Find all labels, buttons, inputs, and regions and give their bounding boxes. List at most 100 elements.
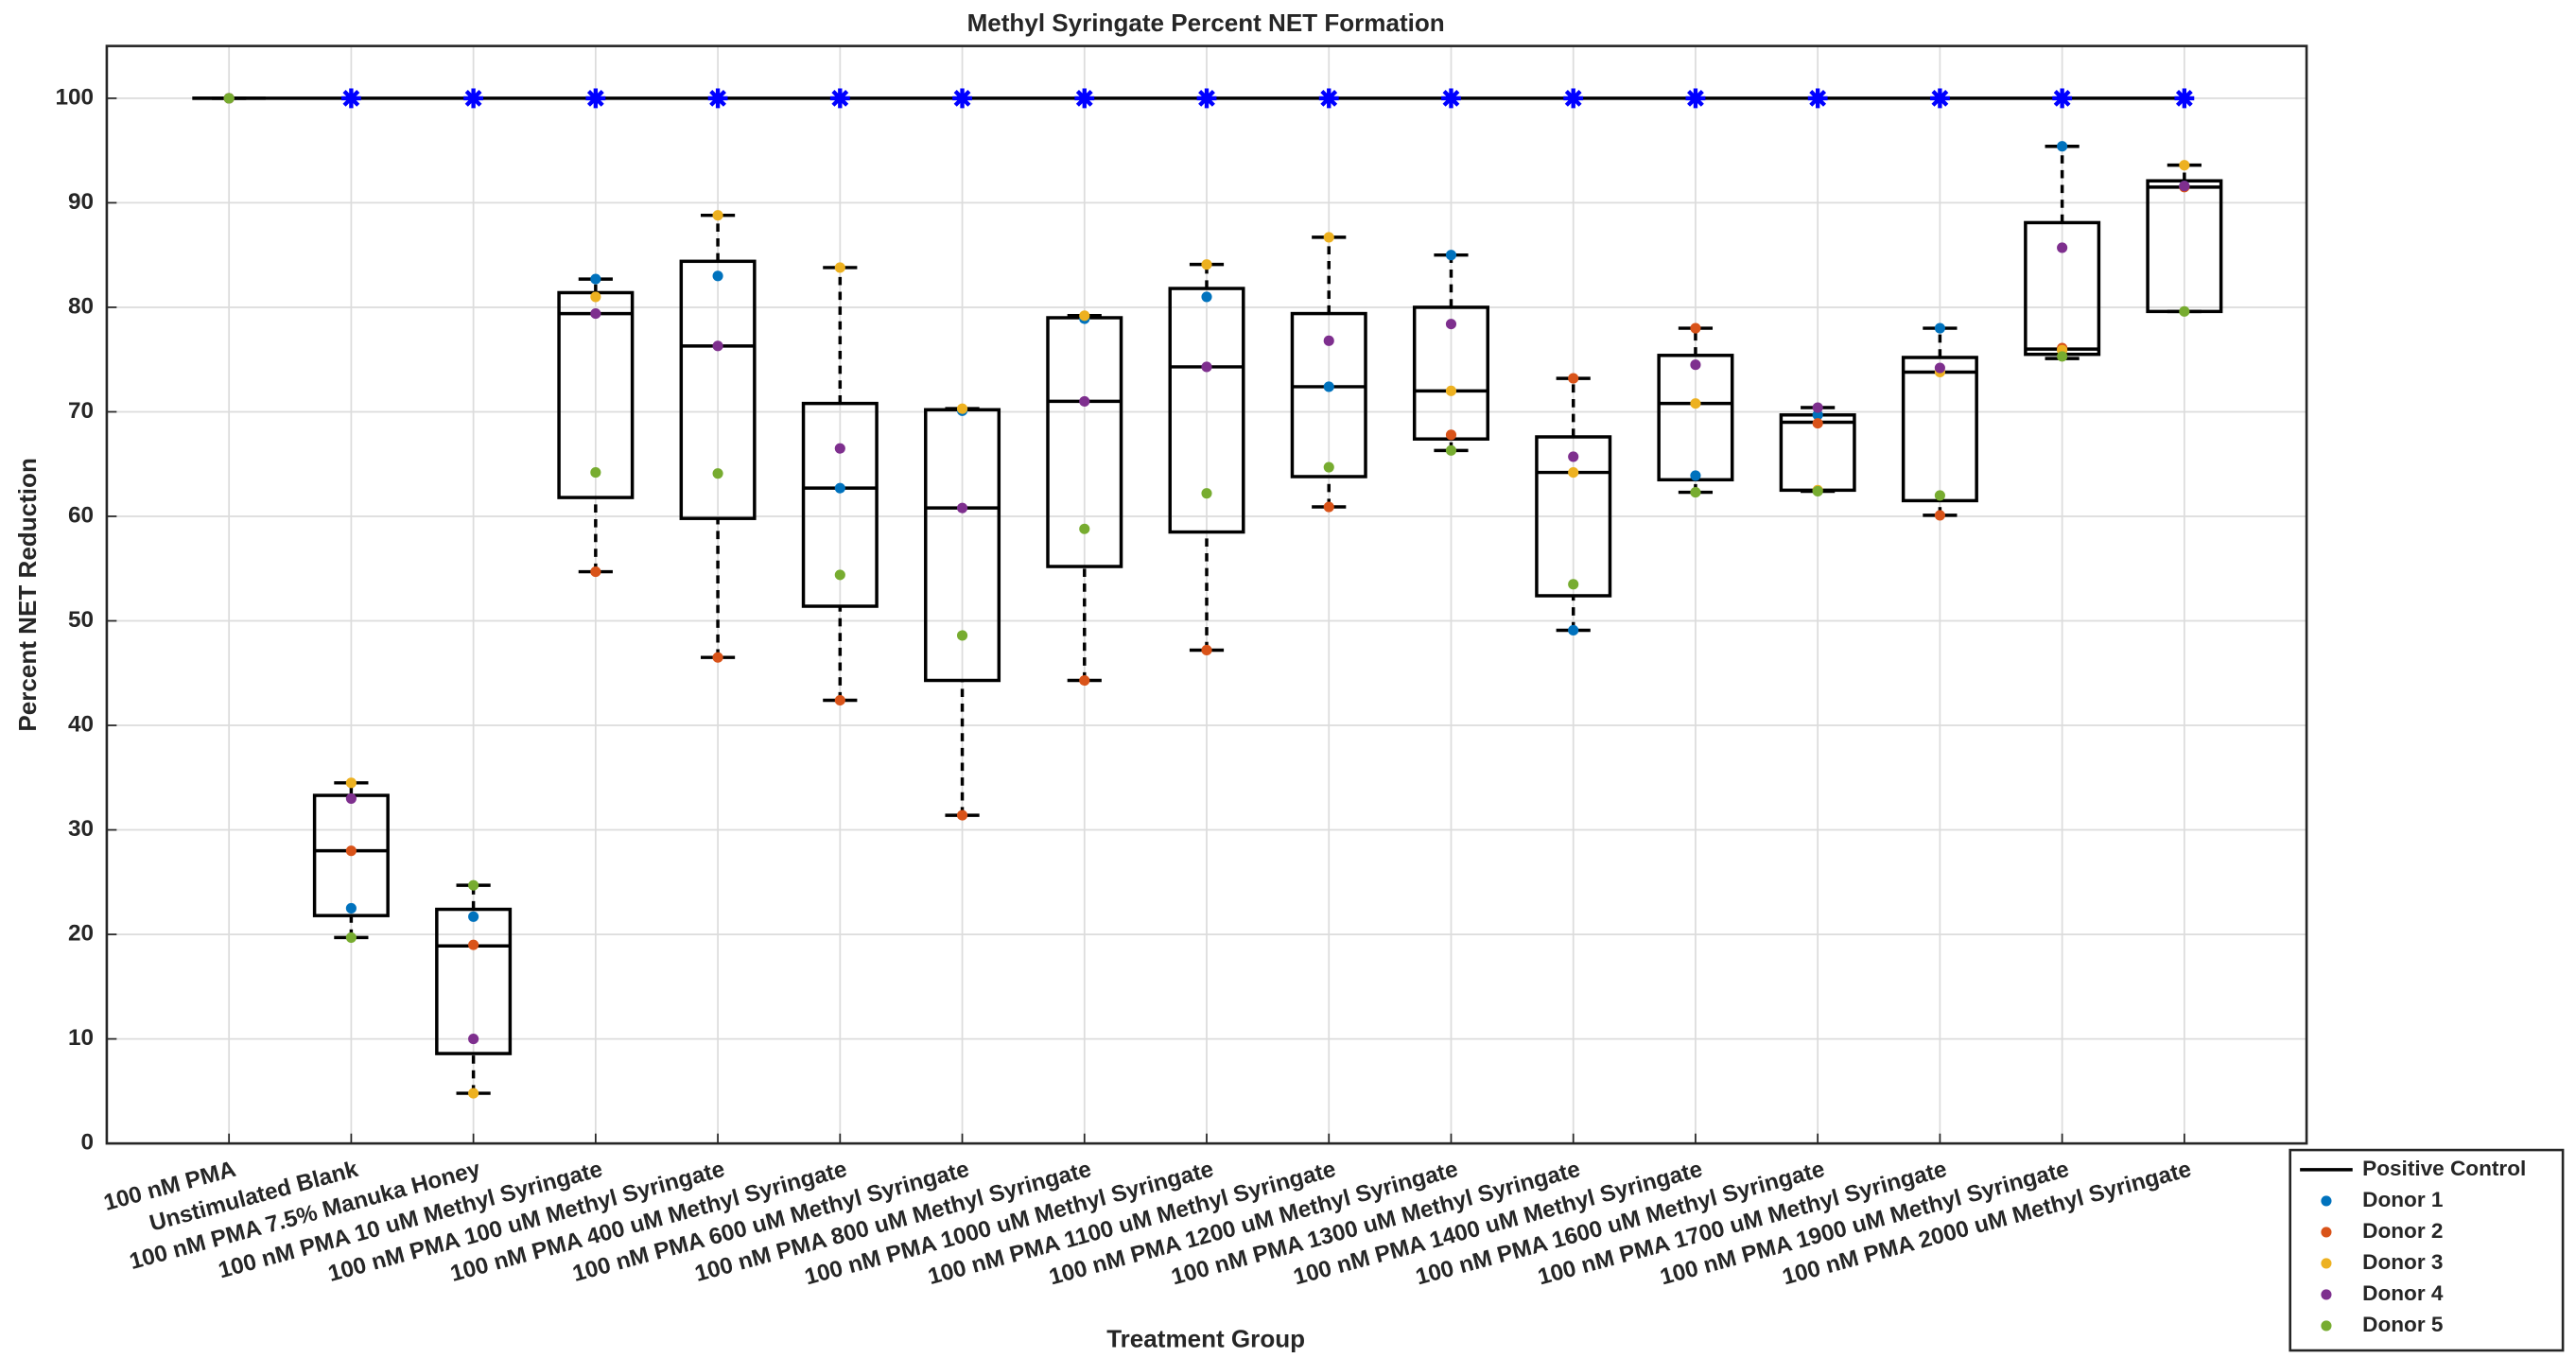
y-tick-label: 20 (68, 920, 94, 946)
y-tick-label: 0 (80, 1130, 94, 1156)
donor-point (1690, 487, 1701, 498)
donor-point (956, 502, 968, 514)
donor-point (712, 652, 723, 663)
donor-point (712, 340, 723, 352)
donor-point (1568, 467, 1579, 479)
legend-marker (2321, 1227, 2332, 1238)
donor-point (1201, 644, 1212, 656)
donor-point (345, 902, 357, 914)
y-tick-label: 90 (68, 189, 94, 215)
donor-point (956, 630, 968, 641)
donor-point (590, 291, 601, 303)
donor-point (468, 1088, 479, 1099)
donor-point (468, 1034, 479, 1045)
donor-point (2179, 160, 2190, 171)
donor-point (1201, 291, 1212, 303)
donor-point (712, 210, 723, 221)
donor-point (1812, 409, 1823, 421)
donor-point (1323, 381, 1334, 392)
legend-marker (2321, 1289, 2332, 1300)
donor-point (1690, 322, 1701, 334)
legend-label: Donor 1 (2362, 1188, 2443, 1211)
donor-point (1079, 674, 1090, 687)
significance-marker (2052, 88, 2073, 109)
donor-point (1934, 490, 1945, 501)
box (435, 907, 513, 1055)
axes-frame (105, 44, 2308, 1145)
donor-point (468, 911, 479, 922)
box (801, 401, 879, 608)
donor-point (1201, 361, 1212, 373)
significance-marker (340, 88, 361, 109)
donor-point (1934, 322, 1945, 334)
y-tick-label: 60 (68, 502, 94, 528)
donor-point (1079, 395, 1090, 407)
donor-point (834, 694, 845, 706)
significance-marker (1074, 88, 1095, 109)
donor-point (590, 273, 601, 285)
donor-point (223, 93, 235, 104)
donor-point (590, 308, 601, 320)
box (1168, 287, 1245, 534)
donor-point (1568, 373, 1579, 384)
donor-point (2057, 351, 2068, 362)
donor-point (1568, 624, 1579, 636)
donor-point (1323, 232, 1334, 243)
donor-point (712, 270, 723, 282)
y-tick-label: 100 (55, 84, 94, 110)
donor-point (834, 262, 845, 273)
donor-point (2179, 181, 2190, 192)
donor-point (834, 569, 845, 581)
significance-marker (463, 88, 484, 109)
donor-point (1079, 310, 1090, 322)
significance-marker (585, 88, 606, 109)
donor-point (834, 482, 845, 494)
donor-point (1445, 385, 1457, 396)
donor-point (1812, 402, 1823, 413)
donor-point (1445, 250, 1457, 261)
significance-marker (1318, 88, 1339, 109)
donor-point (1323, 335, 1334, 346)
significance-marker (829, 88, 850, 109)
donor-point (345, 931, 357, 943)
y-tick-label: 30 (68, 816, 94, 842)
donor-point (345, 777, 357, 789)
donor-point (1201, 259, 1212, 270)
donor-point (1323, 461, 1334, 473)
significance-marker (1685, 88, 1706, 109)
donor-point (956, 403, 968, 414)
donor-point (1445, 429, 1457, 441)
donor-point (1201, 488, 1212, 499)
donor-point (834, 443, 845, 454)
donor-point (345, 845, 357, 857)
legend-frame (2289, 1148, 2565, 1352)
significance-marker (1807, 88, 1828, 109)
donor-point (712, 468, 723, 479)
chart-title: Methyl Syringate Percent NET Formation (967, 9, 1445, 37)
legend-label: Donor 2 (2362, 1219, 2443, 1243)
donor-point (2179, 305, 2190, 317)
legend: Positive Control Donor 1 Donor 2 Donor 3 Don… (2289, 1148, 2565, 1352)
donor-point (1934, 510, 1945, 521)
donor-point (2057, 141, 2068, 152)
significance-marker (952, 88, 972, 109)
donor-point (1568, 451, 1579, 462)
y-tick-label: 40 (68, 711, 94, 737)
legend-label: Donor 4 (2362, 1281, 2444, 1305)
y-tick-label: 80 (68, 293, 94, 319)
box (1290, 311, 1367, 479)
legend-label: Positive Control (2362, 1157, 2526, 1180)
box (1535, 435, 1612, 598)
donor-point (1812, 485, 1823, 497)
donor-point (345, 792, 357, 804)
y-axis-label: Percent NET Reduction (13, 458, 42, 731)
legend-label: Donor 3 (2362, 1250, 2443, 1274)
donor-point (590, 566, 601, 578)
legend-marker (2321, 1195, 2332, 1207)
legend-marker (2321, 1320, 2332, 1332)
donor-point (1690, 470, 1701, 481)
donor-point (468, 879, 479, 891)
significance-marker (1563, 88, 1584, 109)
donor-point (2057, 242, 2068, 253)
donor-point (1934, 362, 1945, 374)
